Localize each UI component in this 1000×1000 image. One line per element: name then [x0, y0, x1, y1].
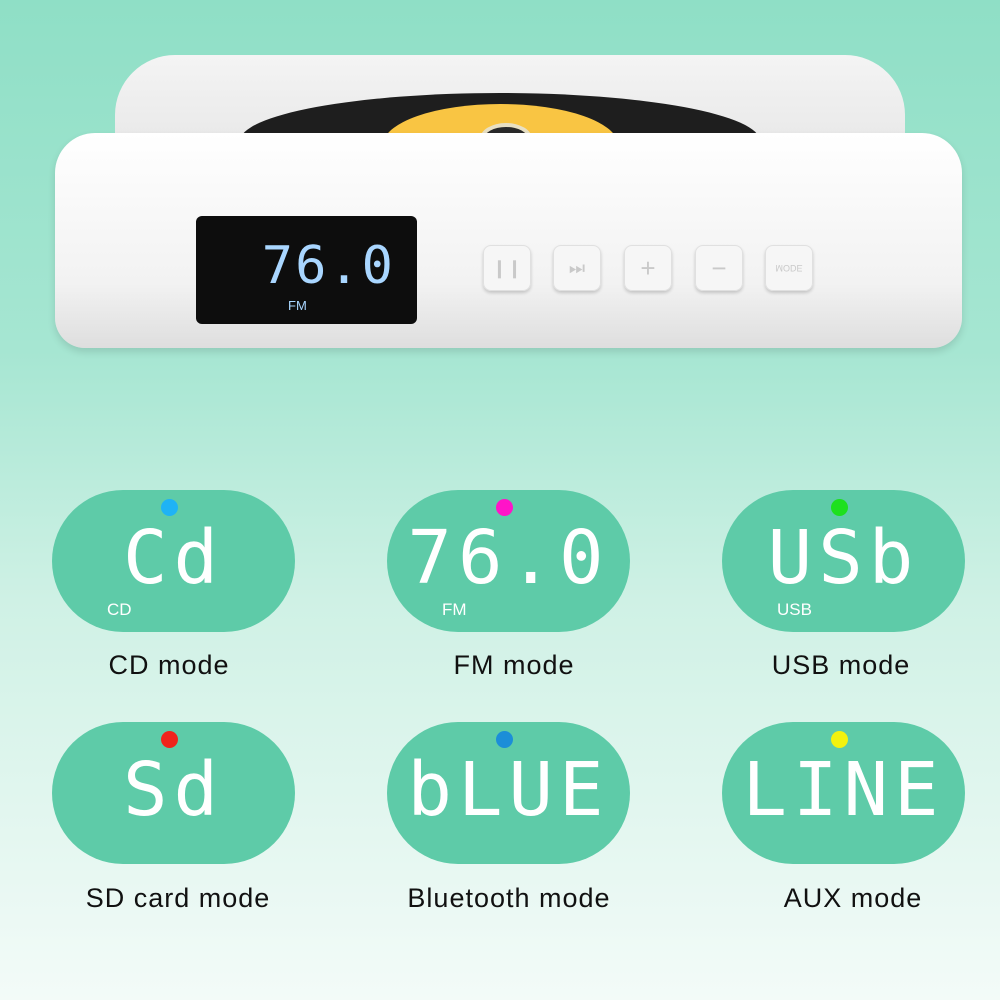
mode-card-fm: 76.0 FM — [387, 490, 630, 632]
caption-usb: USB mode — [771, 650, 911, 680]
play-pause-button[interactable]: ❙❙ — [483, 245, 531, 291]
mode-card-aux: LINE — [722, 722, 965, 864]
next-icon: ⏭ — [568, 257, 586, 278]
caption-cd: CD mode — [108, 650, 230, 680]
mode-button[interactable]: MODE — [765, 245, 813, 291]
indicator-dot — [161, 731, 178, 748]
volume-up-button[interactable]: + — [624, 245, 672, 291]
mode-card-cd: Cd CD — [52, 490, 295, 632]
lcd-display: 76.0 FM — [196, 216, 417, 324]
play-pause-icon: ❙❙ — [491, 257, 523, 278]
indicator-dot — [496, 499, 513, 516]
mode-card-bluetooth: bLUE — [387, 722, 630, 864]
minus-icon: − — [711, 252, 727, 283]
mode-card-sd: Sd — [52, 722, 295, 864]
sub-label: USB — [777, 600, 812, 619]
mode-card-usb: USb USB — [722, 490, 965, 632]
indicator-dot — [831, 499, 848, 516]
indicator-dot — [496, 731, 513, 748]
caption-sd: SD card mode — [85, 883, 271, 913]
segment-text: Cd — [122, 515, 225, 601]
lcd-mode: FM — [288, 298, 307, 313]
next-button[interactable]: ⏭ — [553, 245, 601, 291]
indicator-dot — [161, 499, 178, 516]
segment-text: 76.0 — [407, 515, 610, 601]
cd-player: 76.0 FM ❙❙ ⏭ + − MODE — [55, 55, 962, 348]
segment-text: bLUE — [407, 747, 610, 833]
segment-text: USb — [767, 515, 920, 601]
sub-label: FM — [442, 600, 467, 619]
lcd-value: 76.0 — [261, 236, 395, 296]
segment-text: Sd — [122, 747, 225, 833]
caption-fm: FM mode — [453, 650, 575, 680]
volume-down-button[interactable]: − — [695, 245, 743, 291]
plus-icon: + — [640, 252, 656, 283]
front-panel — [55, 133, 962, 348]
mode-icon: MODE — [775, 263, 803, 273]
caption-aux: AUX mode — [783, 883, 923, 913]
indicator-dot — [831, 731, 848, 748]
segment-text: LINE — [742, 747, 945, 833]
sub-label: CD — [107, 600, 132, 619]
caption-bluetooth: Bluetooth mode — [407, 883, 611, 913]
